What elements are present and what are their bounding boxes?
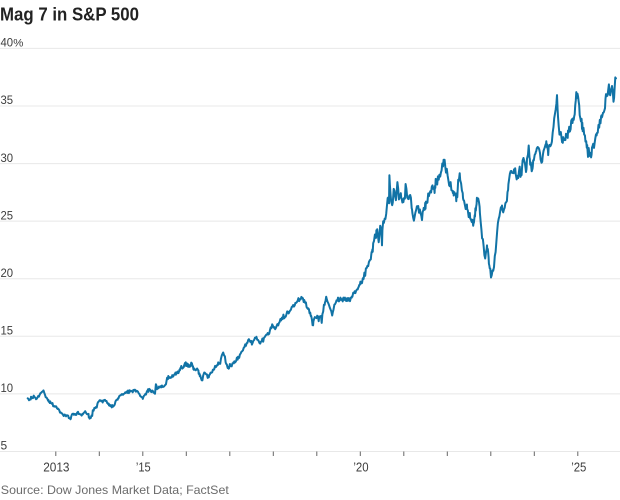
svg-text:’15: ’15 xyxy=(136,460,151,474)
svg-text:’20: ’20 xyxy=(353,460,368,474)
svg-text:5: 5 xyxy=(1,439,8,453)
svg-text:35: 35 xyxy=(1,93,14,107)
svg-text:15: 15 xyxy=(1,324,14,338)
svg-text:Mag 7 in S&P 500: Mag 7 in S&P 500 xyxy=(0,4,139,25)
svg-text:Source: Dow Jones Market Data;: Source: Dow Jones Market Data; FactSet xyxy=(1,483,230,497)
svg-text:30: 30 xyxy=(1,151,14,165)
svg-text:40%: 40% xyxy=(1,36,24,50)
svg-text:’25: ’25 xyxy=(571,460,586,474)
svg-text:2013: 2013 xyxy=(43,460,69,474)
svg-text:20: 20 xyxy=(1,266,14,280)
svg-text:25: 25 xyxy=(1,208,14,222)
svg-text:10: 10 xyxy=(1,381,14,395)
